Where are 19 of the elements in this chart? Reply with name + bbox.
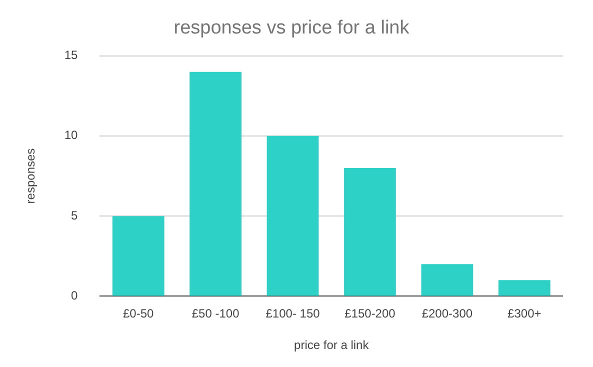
x-axis-title: price for a link (294, 338, 370, 352)
bar (498, 280, 550, 296)
y-tick-label: 5 (71, 208, 78, 222)
y-axis-title: responses (24, 148, 38, 204)
x-tick-label: £300+ (508, 306, 542, 321)
y-tick-label: 10 (64, 128, 78, 142)
x-tick-label: £100- 150 (266, 306, 320, 321)
bar (266, 136, 319, 296)
bar (421, 264, 474, 296)
y-tick-label: 0 (71, 288, 78, 303)
x-tick-label: £0-50 (123, 306, 154, 321)
x-tick-label: £50 -100 (192, 306, 240, 321)
x-tick-label: £150-200 (344, 306, 396, 321)
bar (112, 216, 164, 296)
bar (344, 168, 396, 296)
y-tick-label: 15 (64, 48, 78, 62)
chart-title: responses vs price for a link (174, 18, 410, 39)
bar (190, 72, 242, 296)
x-tick-label: £200-300 (422, 306, 473, 321)
